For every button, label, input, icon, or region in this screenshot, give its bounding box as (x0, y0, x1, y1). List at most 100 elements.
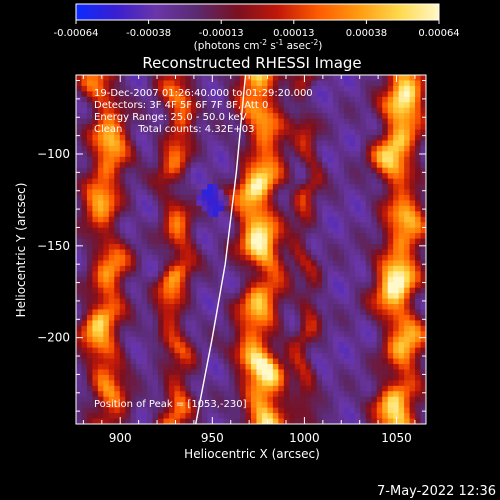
heatmap-cell (130, 249, 137, 256)
heatmap-cell (201, 113, 208, 120)
heatmap-cell (212, 265, 219, 272)
heatmap-cell (251, 298, 258, 305)
heatmap-cell (245, 91, 252, 98)
heatmap-cell (387, 162, 394, 169)
heatmap-cell (382, 331, 389, 338)
heatmap-cell (147, 211, 154, 218)
heatmap-cell (125, 309, 132, 316)
heatmap-cell (311, 402, 318, 409)
heatmap-cell (223, 205, 230, 212)
heatmap-cell (371, 325, 378, 332)
heatmap-cell (283, 287, 290, 294)
heatmap-cell (404, 134, 411, 142)
heatmap-cell (185, 358, 192, 365)
heatmap-cell (103, 178, 110, 185)
heatmap-cell (125, 336, 132, 343)
heatmap-cell (415, 118, 422, 125)
heatmap-cell (322, 347, 329, 354)
heatmap-cell (223, 276, 230, 283)
heatmap-cell (81, 244, 88, 251)
heatmap-cell (256, 244, 263, 251)
heatmap-cell (207, 178, 214, 185)
heatmap-cell (365, 162, 372, 169)
heatmap-cell (294, 222, 301, 229)
heatmap-cell (125, 205, 132, 212)
heatmap-cell (338, 151, 345, 158)
heatmap-cell (376, 385, 383, 392)
heatmap-cell (294, 200, 301, 207)
heatmap-cell (212, 113, 219, 120)
heatmap-cell (371, 396, 378, 403)
heatmap-cell (316, 298, 323, 305)
heatmap-cell (136, 167, 143, 174)
heatmap-cell (207, 124, 214, 131)
heatmap-cell (316, 156, 323, 163)
heatmap-cell (218, 162, 225, 169)
heatmap-cell (272, 342, 279, 349)
heatmap-cell (201, 320, 208, 327)
heatmap-cell (158, 96, 165, 103)
heatmap-cell (190, 276, 197, 283)
heatmap-cell (415, 200, 422, 207)
heatmap-cell (327, 156, 334, 163)
heatmap-cell (196, 298, 203, 305)
heatmap-cell (76, 385, 83, 392)
heatmap-cell (360, 167, 367, 174)
heatmap-cell (190, 173, 197, 180)
heatmap-cell (196, 107, 203, 114)
heatmap-cell (398, 287, 405, 294)
heatmap-cell (272, 113, 279, 120)
heatmap-cell (404, 391, 411, 398)
heatmap-cell (261, 254, 269, 261)
heatmap-cell (240, 162, 247, 169)
heatmap-cell (152, 276, 159, 283)
heatmap-cell (163, 380, 170, 387)
heatmap-cell (272, 325, 279, 332)
heatmap-cell (354, 151, 361, 158)
heatmap-cell (333, 276, 340, 283)
heatmap-cell (360, 276, 367, 283)
heatmap-cell (398, 189, 405, 196)
heatmap-cell (349, 178, 356, 185)
heatmap-cell (333, 320, 340, 327)
heatmap-cell (261, 287, 269, 294)
heatmap-cell (234, 173, 241, 180)
heatmap-cell (272, 238, 279, 245)
heatmap-cell (305, 184, 312, 191)
heatmap-cell (251, 396, 258, 403)
heatmap-cell (130, 80, 137, 87)
heatmap-cell (322, 216, 329, 223)
heatmap-cell (267, 151, 274, 158)
heatmap-cell (267, 298, 274, 305)
heatmap-cell (185, 402, 192, 409)
heatmap-cell (333, 216, 340, 223)
heatmap-cell (294, 184, 301, 191)
heatmap-cell (168, 282, 176, 289)
heatmap-cell (272, 358, 279, 365)
heatmap-cell (316, 413, 323, 420)
heatmap-cell (289, 167, 296, 174)
heatmap-cell (141, 336, 148, 343)
heatmap-cell (218, 407, 225, 414)
heatmap-cell (136, 162, 143, 169)
heatmap-cell (371, 184, 378, 191)
heatmap-cell (387, 222, 394, 229)
heatmap-cell (256, 124, 263, 131)
heatmap-cell (360, 287, 367, 294)
heatmap-cell (261, 282, 269, 289)
heatmap-cell (316, 75, 323, 82)
heatmap-cell (179, 402, 186, 409)
heatmap-cell (289, 298, 296, 305)
heatmap-cell (300, 156, 307, 163)
heatmap-cell (393, 91, 400, 98)
heatmap-cell (81, 309, 88, 316)
heatmap-cell (251, 287, 258, 294)
heatmap-cell (103, 336, 110, 343)
heatmap-cell (76, 402, 83, 409)
heatmap-cell (256, 254, 263, 261)
heatmap-cell (136, 293, 143, 300)
heatmap-cell (207, 238, 214, 245)
heatmap-cell (158, 102, 165, 109)
heatmap-cell (119, 189, 126, 196)
heatmap-cell (119, 260, 126, 267)
